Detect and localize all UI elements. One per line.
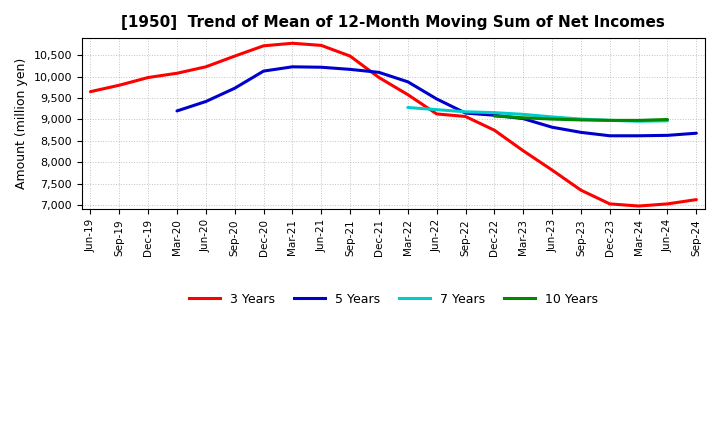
5 Years	[173, 108, 181, 114]
7 Years	[548, 114, 557, 120]
3 Years	[346, 54, 354, 59]
10 Years	[606, 118, 614, 123]
3 Years	[692, 197, 701, 202]
7 Years	[462, 109, 470, 114]
3 Years	[144, 75, 153, 80]
3 Years	[663, 201, 672, 206]
5 Years	[259, 69, 268, 74]
10 Years	[519, 115, 528, 121]
Y-axis label: Amount (million yen): Amount (million yen)	[15, 58, 28, 189]
5 Years	[634, 133, 643, 139]
5 Years	[519, 116, 528, 121]
5 Years	[490, 113, 499, 118]
3 Years	[548, 167, 557, 172]
Legend: 3 Years, 5 Years, 7 Years, 10 Years: 3 Years, 5 Years, 7 Years, 10 Years	[184, 288, 603, 311]
7 Years	[606, 118, 614, 123]
5 Years	[374, 70, 383, 75]
7 Years	[663, 118, 672, 124]
3 Years	[173, 70, 181, 76]
3 Years	[490, 128, 499, 133]
7 Years	[519, 112, 528, 117]
5 Years	[432, 96, 441, 102]
5 Years	[403, 79, 412, 84]
5 Years	[346, 67, 354, 72]
10 Years	[577, 117, 585, 123]
3 Years	[259, 43, 268, 48]
3 Years	[374, 75, 383, 80]
7 Years	[577, 117, 585, 122]
3 Years	[230, 54, 239, 59]
5 Years	[577, 130, 585, 135]
5 Years	[548, 125, 557, 130]
Line: 5 Years: 5 Years	[177, 67, 696, 136]
3 Years	[115, 83, 124, 88]
5 Years	[663, 133, 672, 138]
7 Years	[432, 107, 441, 112]
Line: 10 Years: 10 Years	[495, 116, 667, 121]
3 Years	[462, 114, 470, 119]
5 Years	[606, 133, 614, 139]
3 Years	[432, 111, 441, 117]
Line: 3 Years: 3 Years	[91, 43, 696, 206]
3 Years	[519, 148, 528, 154]
5 Years	[230, 86, 239, 91]
7 Years	[634, 118, 643, 124]
3 Years	[606, 201, 614, 206]
5 Years	[317, 65, 325, 70]
Line: 7 Years: 7 Years	[408, 107, 667, 121]
3 Years	[634, 203, 643, 209]
3 Years	[403, 92, 412, 97]
5 Years	[692, 131, 701, 136]
10 Years	[634, 118, 643, 123]
3 Years	[577, 187, 585, 193]
3 Years	[317, 43, 325, 48]
7 Years	[490, 110, 499, 115]
7 Years	[403, 105, 412, 110]
5 Years	[288, 64, 297, 70]
5 Years	[202, 99, 210, 104]
10 Years	[663, 117, 672, 122]
10 Years	[490, 114, 499, 119]
3 Years	[86, 89, 95, 94]
5 Years	[462, 110, 470, 116]
10 Years	[548, 117, 557, 122]
Title: [1950]  Trend of Mean of 12-Month Moving Sum of Net Incomes: [1950] Trend of Mean of 12-Month Moving …	[122, 15, 665, 30]
3 Years	[202, 64, 210, 70]
3 Years	[288, 40, 297, 46]
